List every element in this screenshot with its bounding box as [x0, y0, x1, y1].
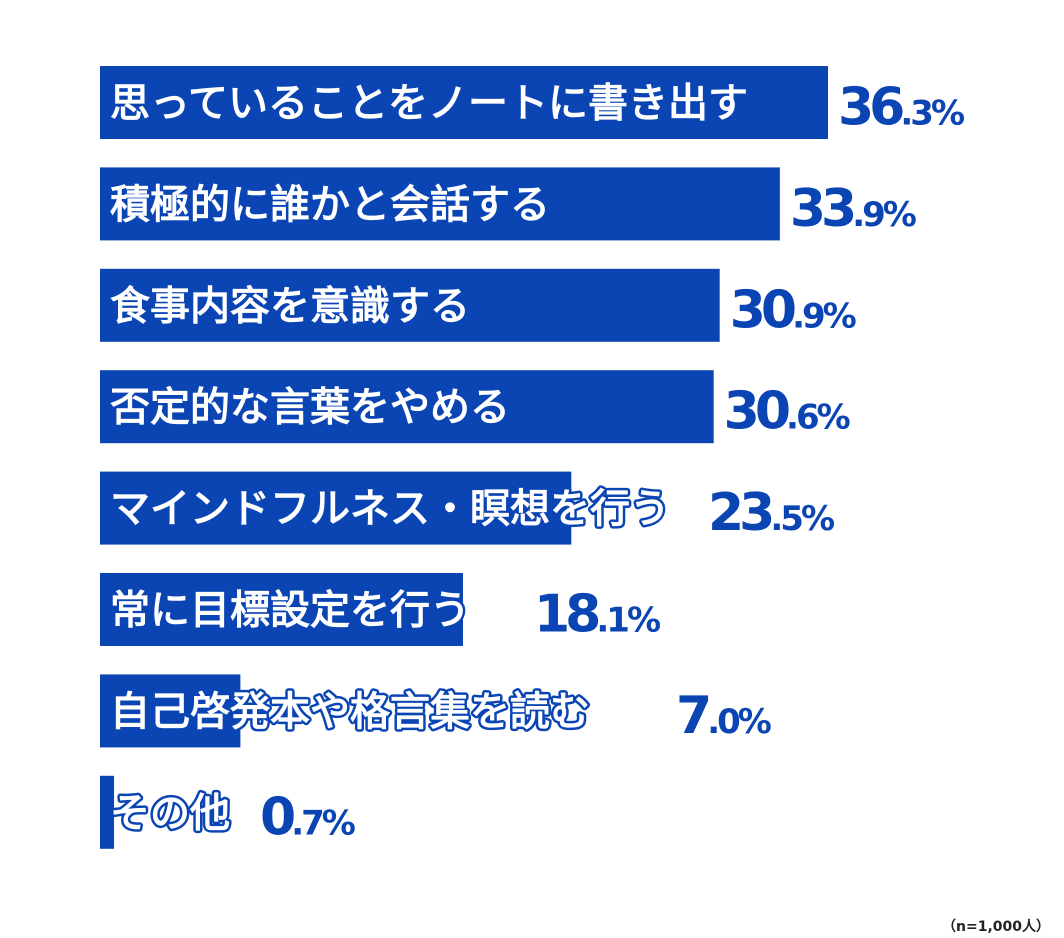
category-label-2: 積極的に誰かと会話する — [110, 182, 550, 228]
value-label-1: 36.3% — [838, 78, 964, 138]
value-label-7: 7.0% — [676, 686, 771, 746]
category-label-8: その他 — [110, 790, 230, 836]
sample-size-note: （n=1,000人） — [942, 919, 1050, 935]
bar-6 — [100, 573, 463, 646]
bar-8 — [100, 775, 115, 849]
value-label-8: 0.7% — [260, 787, 355, 847]
value-label-4: 30.6% — [724, 382, 850, 442]
value-label-6: 18.1% — [534, 585, 660, 645]
bar-2 — [100, 167, 780, 241]
value-label-2: 33.9% — [790, 179, 916, 239]
category-label-5: マインドフルネス・瞑想を行う — [110, 486, 670, 532]
category-label-4: 否定的な言葉をやめる — [110, 385, 510, 431]
bar-7 — [100, 674, 241, 748]
value-label-5: 23.5% — [708, 483, 834, 543]
bar-1 — [100, 66, 828, 139]
category-label-1: 思っていることをノートに書き出す — [110, 81, 748, 127]
value-label-3: 30.9% — [730, 280, 856, 340]
bar-4 — [100, 370, 714, 444]
bar-3 — [100, 268, 720, 342]
category-label-7: 自己啓発本や格言集を読む — [110, 689, 590, 735]
category-label-6: 常に目標設定を行う — [110, 588, 470, 634]
category-label-3: 食事内容を意識する — [110, 283, 470, 329]
bar-5 — [100, 471, 572, 545]
